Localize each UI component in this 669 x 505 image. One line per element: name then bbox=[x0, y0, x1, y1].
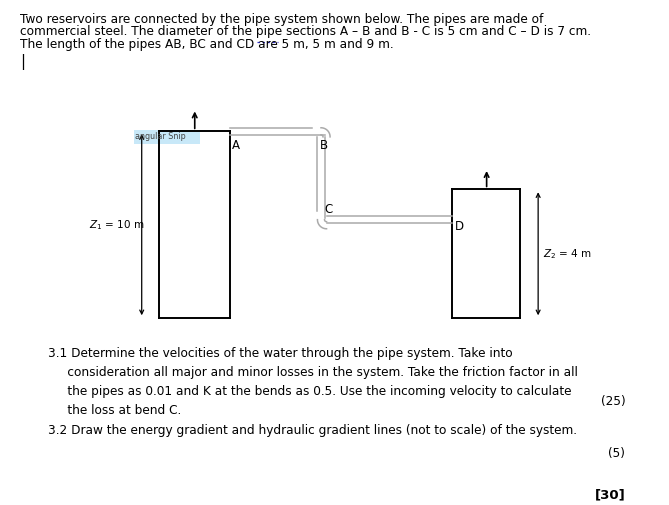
FancyBboxPatch shape bbox=[134, 130, 200, 144]
Text: [30]: [30] bbox=[595, 489, 626, 502]
Text: commercial steel. The diameter of the pipe sections A – B and B - C is 5 cm and : commercial steel. The diameter of the pi… bbox=[20, 25, 591, 38]
Text: B: B bbox=[320, 139, 328, 152]
Text: D: D bbox=[456, 220, 464, 233]
Text: A: A bbox=[232, 139, 240, 152]
Text: Two reservoirs are connected by the pipe system shown below. The pipes are made : Two reservoirs are connected by the pipe… bbox=[20, 13, 543, 26]
Text: $Z_2$ = 4 m: $Z_2$ = 4 m bbox=[543, 247, 592, 261]
Text: C: C bbox=[324, 203, 332, 216]
Text: The length of the pipes AB, BC and CD are 5 m, 5 m and 9 m.: The length of the pipes AB, BC and CD ar… bbox=[20, 38, 393, 51]
Text: (5): (5) bbox=[608, 447, 626, 460]
Text: 3.2 Draw the energy gradient and hydraulic gradient lines (not to scale) of the : 3.2 Draw the energy gradient and hydraul… bbox=[47, 424, 577, 437]
Text: angular Snip: angular Snip bbox=[135, 132, 186, 141]
Text: 3.1 Determine the velocities of the water through the pipe system. Take into
   : 3.1 Determine the velocities of the wate… bbox=[47, 346, 577, 417]
Text: (25): (25) bbox=[601, 395, 626, 408]
Text: $Z_1$ = 10 m: $Z_1$ = 10 m bbox=[89, 218, 144, 232]
Text: |: | bbox=[20, 54, 25, 70]
